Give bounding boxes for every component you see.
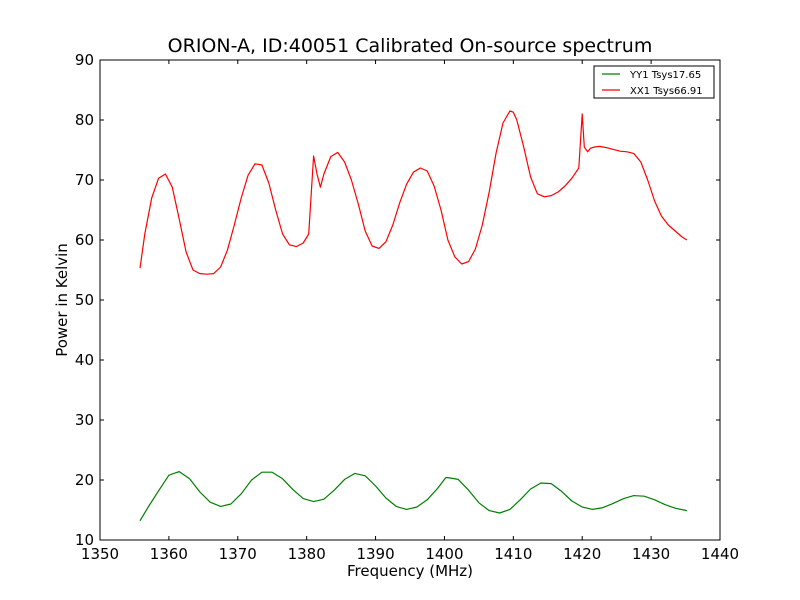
x-tick-label-2: 1370 [219, 545, 257, 563]
legend: YY1 Tsys17.65 XX1 Tsys66.91 [593, 65, 715, 99]
x-tick-label-6: 1410 [494, 545, 532, 563]
y-tick-label-1: 20 [75, 471, 94, 489]
x-tick-label-9: 1440 [701, 545, 739, 563]
x-tick-label-4: 1390 [356, 545, 394, 563]
x-tick-label-1: 1360 [150, 545, 188, 563]
legend-box [593, 65, 715, 99]
plot-area [100, 60, 720, 540]
y-tick-label-3: 40 [75, 351, 94, 369]
y-tick-label-6: 70 [75, 171, 94, 189]
x-tick-label-0: 1350 [81, 545, 119, 563]
y-axis-label: Power in Kelvin [53, 243, 71, 357]
y-tick-label-2: 30 [75, 411, 94, 429]
series-line-xx1 [139, 110, 688, 275]
series-line-yy1 [139, 471, 688, 522]
legend-label-xx1: XX1 Tsys66.91 [630, 86, 703, 97]
x-tick-label-3: 1380 [288, 545, 326, 563]
y-tick-label-0: 10 [75, 531, 94, 549]
data-series [139, 110, 688, 522]
x-tick-label-8: 1430 [632, 545, 670, 563]
x-axis-label: Frequency (MHz) [347, 562, 473, 580]
x-tick-label-5: 1400 [425, 545, 463, 563]
y-tick-label-5: 60 [75, 231, 94, 249]
legend-label-yy1: YY1 Tsys17.65 [629, 70, 701, 81]
tick-labels: 1350 1360 1370 1380 1390 1400 1410 1420 1430 1440… [75, 51, 739, 563]
chart-title: ORION-A, ID:40051 Calibrated On-source s… [168, 35, 653, 57]
x-tick-label-7: 1420 [563, 545, 601, 563]
y-tick-label-8: 90 [75, 51, 94, 69]
y-tick-label-4: 50 [75, 291, 94, 309]
y-tick-label-7: 80 [75, 111, 94, 129]
plot-frame [99, 59, 721, 541]
